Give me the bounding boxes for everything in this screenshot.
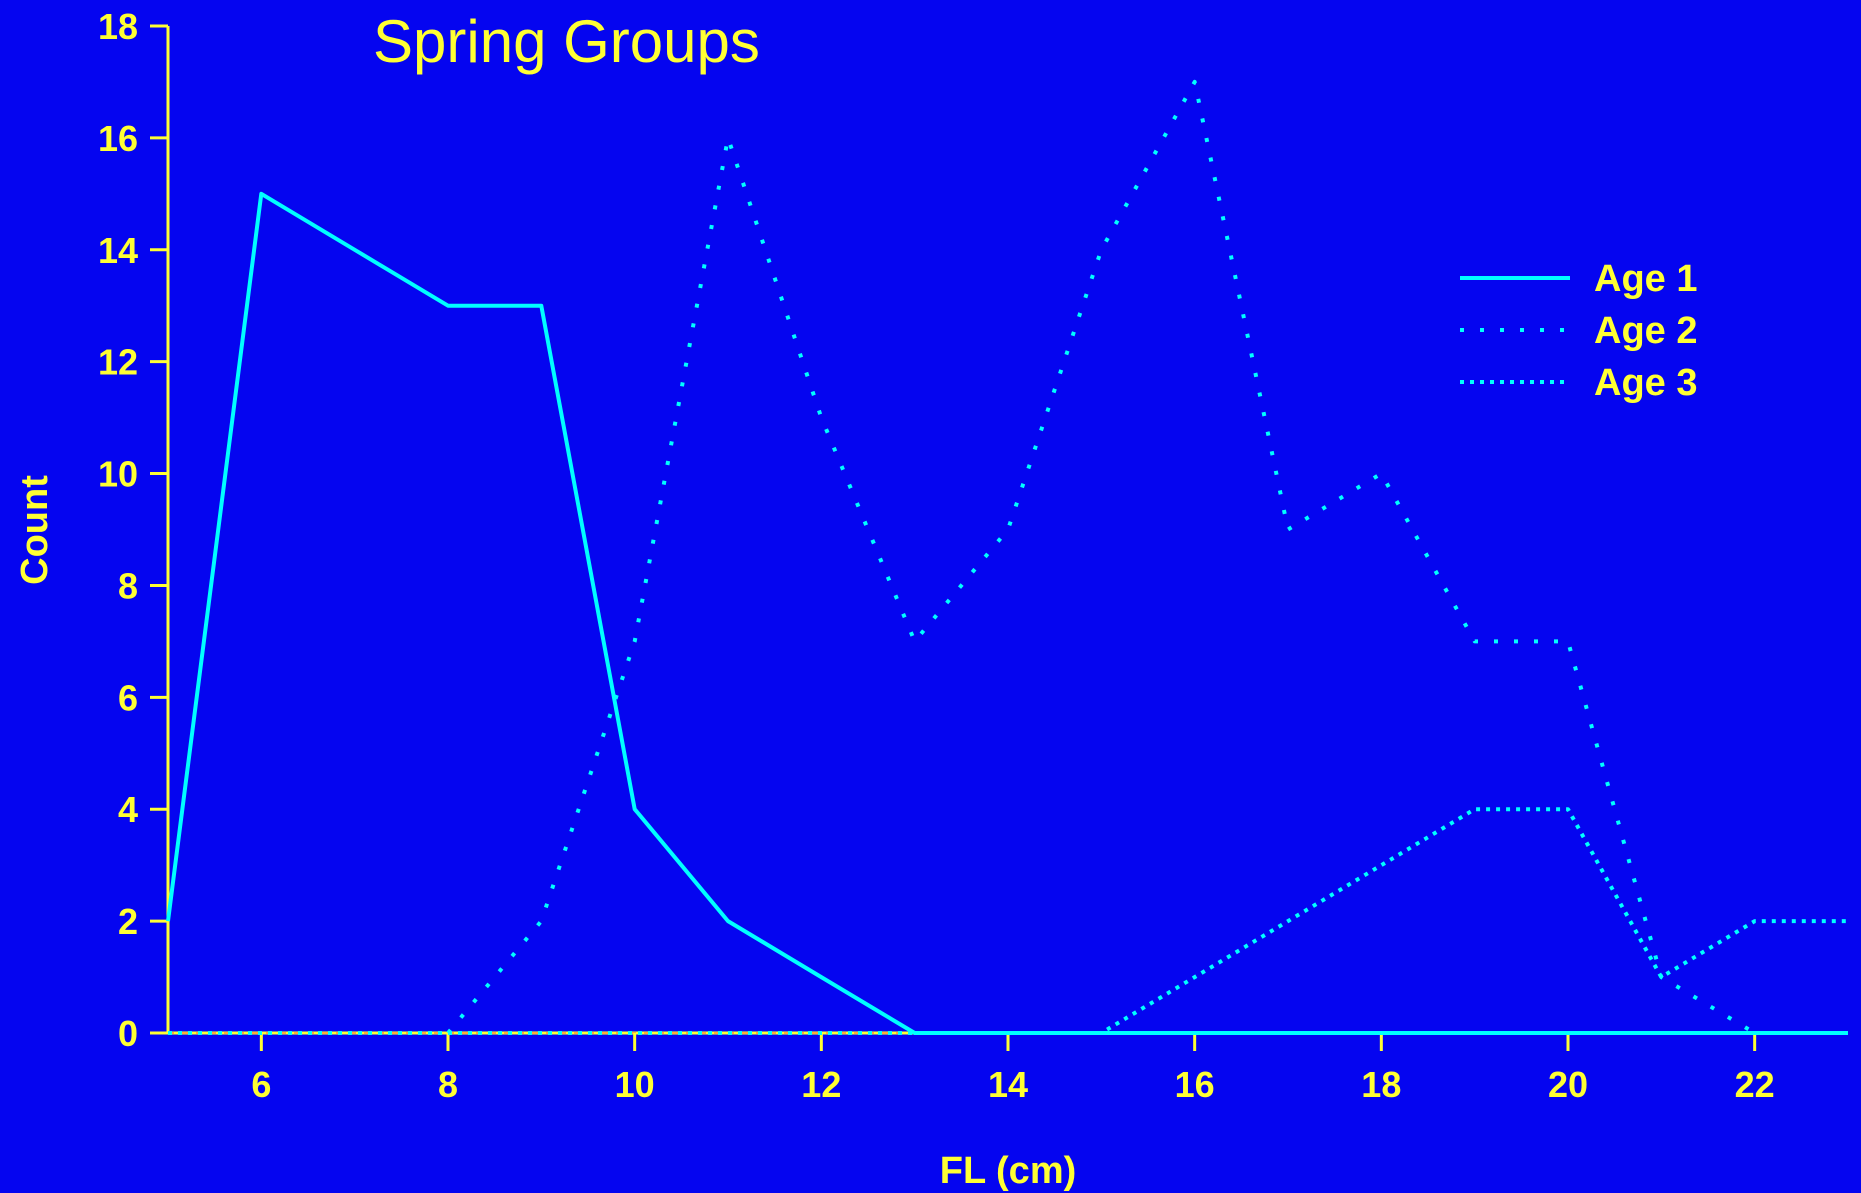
y-tick-label: 4 (118, 789, 138, 830)
x-tick-label: 12 (801, 1064, 841, 1105)
x-tick-label: 22 (1735, 1064, 1775, 1105)
y-tick-label: 8 (118, 565, 138, 606)
y-tick-label: 2 (118, 901, 138, 942)
legend-label-2: Age 2 (1594, 310, 1697, 352)
legend: Age 1 Age 2 Age 3 (1460, 258, 1697, 404)
y-tick-label: 14 (98, 230, 138, 271)
x-axis-label: FL (cm) (940, 1150, 1077, 1192)
x-tick-label: 14 (988, 1064, 1028, 1105)
x-tick-label: 10 (615, 1064, 655, 1105)
x-tick-label: 16 (1175, 1064, 1215, 1105)
y-axis-label: Count (14, 475, 56, 585)
y-tick-label: 10 (98, 454, 138, 495)
y-tick-label: 12 (98, 342, 138, 383)
plot-area: 0 2 4 6 8 10 12 14 16 18 6 8 10 12 14 16 18 20 22 (98, 6, 1848, 1105)
y-tick-label: 6 (118, 677, 138, 718)
legend-label-1: Age 1 (1594, 258, 1697, 300)
legend-label-3: Age 3 (1594, 362, 1697, 404)
y-tick-label: 18 (98, 6, 138, 47)
chart-title: Spring Groups (373, 8, 760, 75)
series-line-3 (168, 807, 1848, 1035)
x-tick-label: 8 (438, 1064, 458, 1105)
series-line-2 (168, 79, 1848, 1035)
y-tick-label: 16 (98, 118, 138, 159)
x-tick-label: 18 (1361, 1064, 1401, 1105)
x-tick-label: 20 (1548, 1064, 1588, 1105)
x-tick-label: 6 (251, 1064, 271, 1105)
y-tick-label: 0 (118, 1013, 138, 1054)
